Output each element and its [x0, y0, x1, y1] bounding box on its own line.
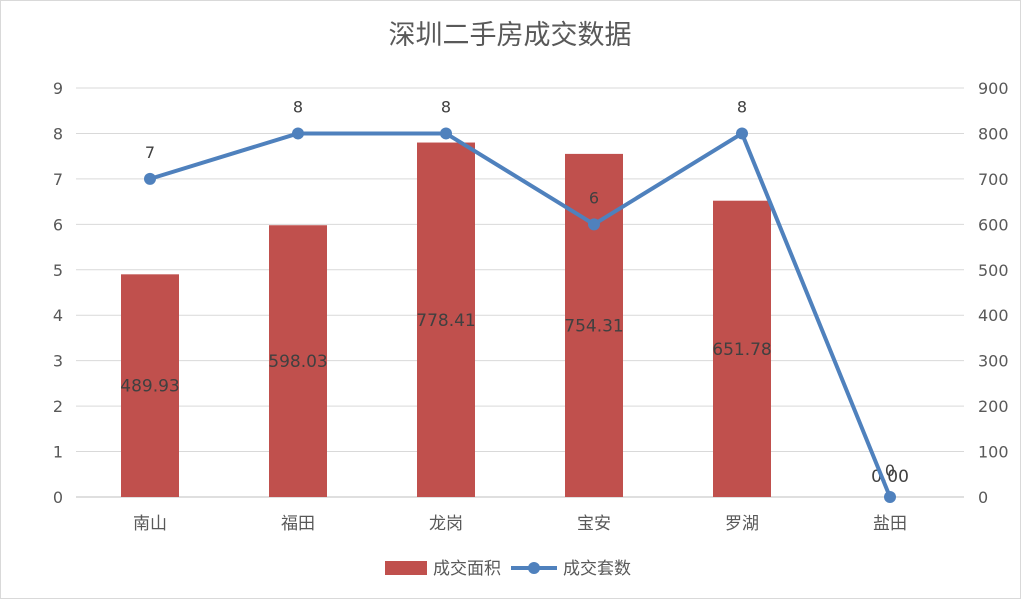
- category-label: 盐田: [873, 514, 907, 534]
- line-data-label: 8: [737, 97, 747, 116]
- bar-data-label: 754.31: [564, 316, 623, 336]
- x-axis-categories: 南山 福田 龙岗 宝安 罗湖 盐田: [133, 514, 907, 534]
- left-tick-label: 6: [53, 215, 63, 234]
- right-tick-label: 600: [978, 215, 1009, 234]
- line-data-label: 7: [145, 143, 155, 162]
- category-label: 龙岗: [429, 514, 463, 534]
- right-y-axis: 0 100 200 300 400 500 600 700 800 900: [978, 79, 1009, 507]
- line-marker: [144, 172, 156, 185]
- left-tick-label: 8: [53, 124, 63, 143]
- right-tick-label: 100: [978, 443, 1009, 462]
- right-tick-label: 0: [978, 488, 988, 507]
- left-tick-label: 0: [53, 488, 63, 507]
- left-tick-label: 9: [53, 79, 63, 98]
- right-tick-label: 300: [978, 352, 1009, 371]
- line-marker: [588, 218, 600, 231]
- bar: [713, 200, 771, 498]
- gridlines: [76, 87, 964, 498]
- bar-data-label: 651.78: [712, 340, 771, 360]
- category-label: 福田: [281, 514, 315, 534]
- left-tick-label: 7: [53, 170, 63, 189]
- series-line: [149, 131, 892, 498]
- right-tick-label: 900: [978, 79, 1009, 98]
- legend-bar-label: 成交面积: [433, 559, 501, 579]
- legend-line-marker: [528, 562, 540, 574]
- left-tick-label: 4: [53, 306, 63, 325]
- line-marker: [440, 127, 452, 140]
- left-y-axis: 0 1 2 3 4 5 6 7 8 9: [53, 79, 63, 507]
- line-data-label: 8: [293, 97, 303, 116]
- line-data-label: 0: [885, 461, 895, 480]
- bar: [417, 142, 475, 498]
- bar: [121, 274, 179, 497]
- line-data-label: 6: [589, 188, 599, 207]
- right-tick-label: 400: [978, 306, 1009, 325]
- category-label: 罗湖: [725, 514, 759, 534]
- left-tick-label: 3: [53, 352, 63, 371]
- legend: 成交面积 成交套数: [385, 559, 631, 579]
- line-marker: [884, 491, 896, 503]
- left-tick-label: 5: [53, 261, 63, 280]
- left-tick-label: 2: [53, 397, 63, 416]
- bar: [269, 225, 327, 497]
- chart-title: 深圳二手房成交数据: [389, 20, 632, 51]
- line-marker: [736, 127, 748, 140]
- line-data-label: 8: [441, 97, 451, 116]
- legend-bar-swatch: [385, 561, 427, 575]
- bar-data-label: 489.93: [120, 377, 179, 397]
- right-tick-label: 800: [978, 124, 1009, 143]
- bar-data-label: 778.41: [416, 311, 475, 331]
- right-tick-label: 700: [978, 170, 1009, 189]
- line-marker: [292, 127, 304, 140]
- right-tick-label: 200: [978, 397, 1009, 416]
- left-tick-label: 1: [53, 443, 63, 462]
- category-label: 宝安: [577, 514, 611, 534]
- right-tick-label: 500: [978, 261, 1009, 280]
- legend-line-label: 成交套数: [563, 559, 631, 579]
- category-label: 南山: [133, 514, 167, 534]
- bar-data-label: 598.03: [268, 352, 327, 372]
- count-line: 7 8 8 6 8 0: [144, 97, 896, 503]
